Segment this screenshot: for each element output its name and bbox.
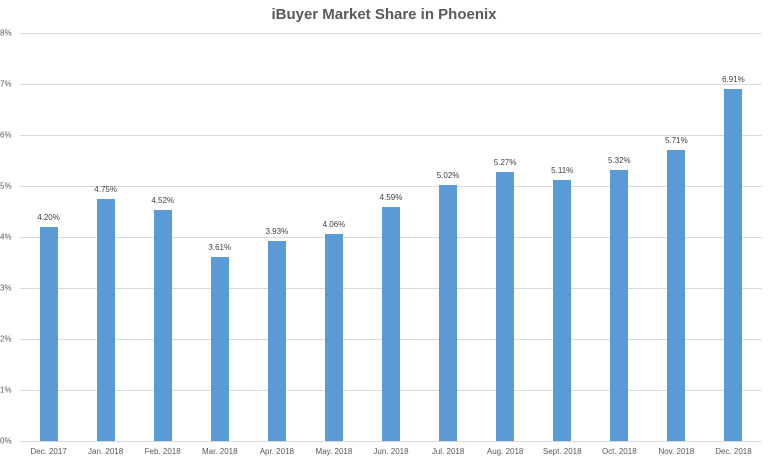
x-axis-category-label: Apr. 2018 <box>259 447 294 456</box>
data-label: 4.20% <box>37 212 60 222</box>
plot-area: 0% 1% 2% 3% 4% 5% 6% 7% 8% 4.20% Dec. 2017 4.75% Jan… <box>0 29 762 456</box>
y-axis-tick-label: 3% <box>0 283 12 293</box>
bar <box>382 206 400 441</box>
gridline <box>20 33 762 34</box>
x-axis-category-label: Nov. 2018 <box>658 447 695 456</box>
x-axis-category-label: Jan. 2018 <box>88 447 124 456</box>
data-label: 5.02% <box>436 170 460 180</box>
y-axis-tick-label: 7% <box>0 79 12 89</box>
gridline <box>20 441 762 442</box>
y-axis-tick-label: 6% <box>0 130 12 140</box>
bar <box>610 169 629 441</box>
data-label: 4.52% <box>151 196 175 206</box>
y-axis-tick-label: 2% <box>0 334 12 344</box>
y-axis-tick-label: 0% <box>0 436 12 446</box>
bar <box>724 88 743 441</box>
data-label: 5.32% <box>607 155 631 165</box>
x-axis-category-label: May. 2018 <box>315 447 353 456</box>
bar <box>496 172 515 441</box>
gridline <box>20 84 762 85</box>
y-axis-tick-label: 8% <box>0 28 12 38</box>
bar <box>210 256 229 441</box>
data-label: 3.61% <box>208 242 232 252</box>
x-axis-category-label: Feb. 2018 <box>144 447 181 456</box>
data-label: 5.71% <box>665 135 688 145</box>
bar <box>153 210 172 441</box>
data-label: 6.91% <box>722 74 745 84</box>
x-axis-category-label: Mar. 2018 <box>201 447 238 456</box>
gridline <box>20 186 762 187</box>
y-axis-tick-label: 1% <box>0 385 12 395</box>
data-label: 4.75% <box>94 184 117 194</box>
x-axis-category-label: Jun. 2018 <box>373 447 409 456</box>
x-axis-category-label: Aug. 2018 <box>486 447 524 456</box>
bar <box>439 184 458 441</box>
x-axis-category-label: Dec. 2018 <box>715 447 752 456</box>
bar <box>553 180 572 441</box>
y-axis-tick-label: 4% <box>0 232 12 242</box>
x-axis-category-label: Dec. 2017 <box>30 447 67 456</box>
data-label: 3.93% <box>265 226 289 236</box>
chart-title: iBuyer Market Share in Phoenix <box>271 6 497 23</box>
bar <box>324 233 343 441</box>
data-label: 5.27% <box>493 158 517 168</box>
bar <box>667 149 686 441</box>
x-axis-category-label: Sept. 2018 <box>542 447 582 456</box>
y-axis-tick-label: 5% <box>0 181 12 191</box>
bar <box>96 198 115 441</box>
x-axis-category-label: Oct. 2018 <box>601 447 637 456</box>
bar <box>267 240 286 441</box>
bar <box>39 226 58 441</box>
x-axis-category-label: Jul. 2018 <box>431 447 465 456</box>
data-label: 4.06% <box>322 219 346 229</box>
data-label: 5.11% <box>551 166 574 176</box>
gridline <box>20 135 762 136</box>
data-label: 4.59% <box>379 192 403 202</box>
